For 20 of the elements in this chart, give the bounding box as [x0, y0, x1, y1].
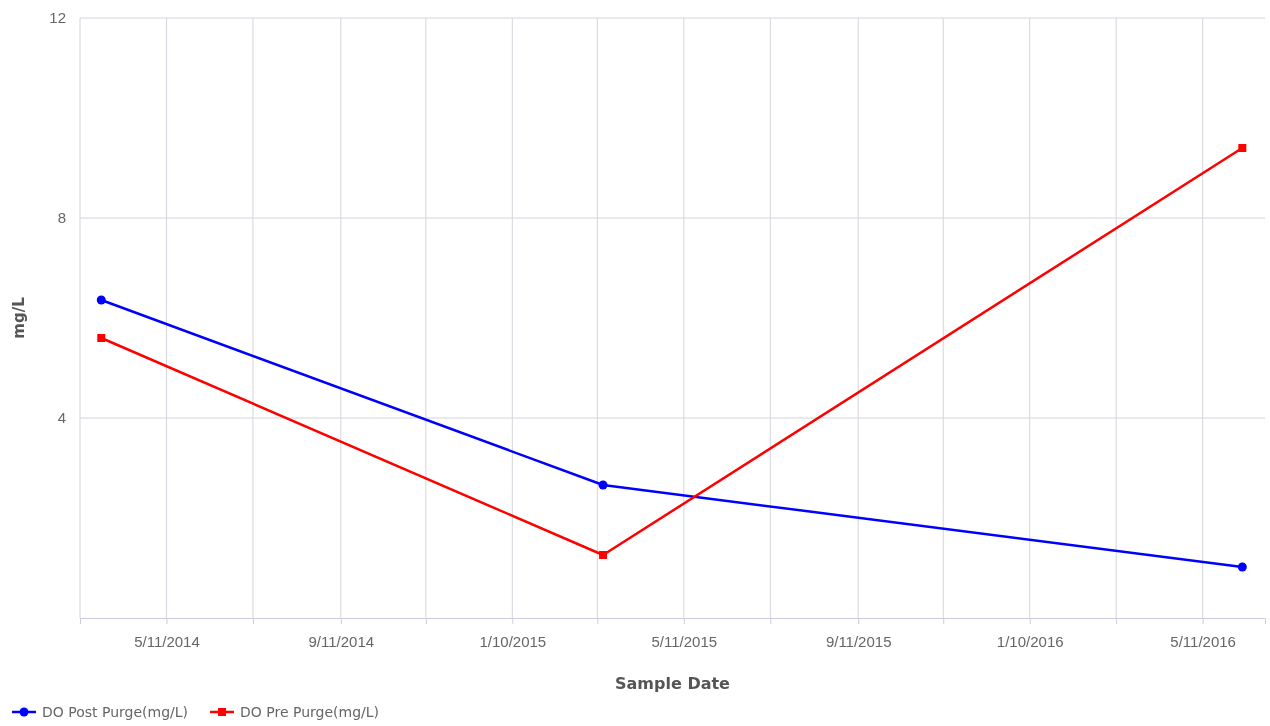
point: [96, 295, 106, 305]
x-tick-label: 5/11/2016: [1170, 632, 1236, 650]
x-tick-label: 9/11/2015: [825, 632, 892, 650]
y-axis-title: mg/L: [10, 296, 28, 339]
x-tick-label: 1/10/2016: [996, 632, 1064, 650]
point: [1238, 144, 1247, 152]
x-tick-label: 5/11/2015: [651, 632, 718, 650]
point: [97, 334, 106, 342]
x-axis-title: Sample Date: [615, 674, 731, 693]
y-tick-label: 12: [49, 9, 66, 27]
x-tick-label: 9/11/2014: [308, 632, 375, 650]
point: [599, 551, 608, 559]
legend-label: DO Post Purge(mg/L): [42, 704, 189, 720]
point: [598, 480, 608, 490]
x-tick-label: 5/11/2014: [134, 632, 200, 650]
point: [1237, 562, 1247, 572]
x-tick-label: 1/10/2015: [479, 632, 547, 650]
legend-label: DO Pre Purge(mg/L): [240, 704, 380, 720]
y-tick-label: 4: [57, 409, 66, 427]
y-tick-label: 8: [57, 209, 66, 227]
